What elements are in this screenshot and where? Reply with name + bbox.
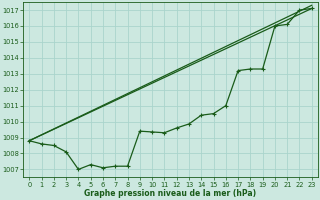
X-axis label: Graphe pression niveau de la mer (hPa): Graphe pression niveau de la mer (hPa) (84, 189, 257, 198)
